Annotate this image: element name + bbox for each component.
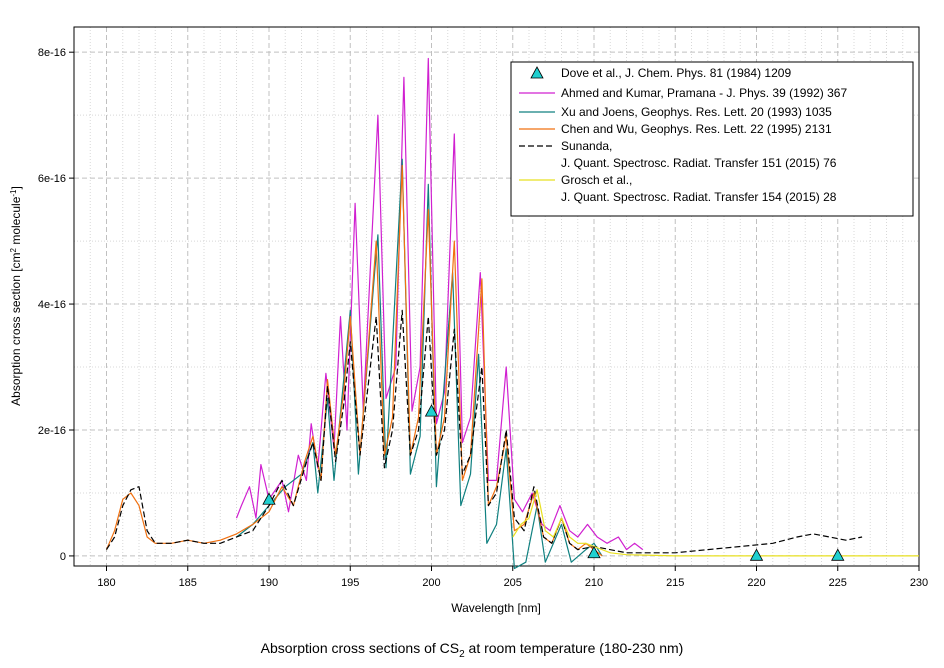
data-point-marker — [262, 492, 276, 505]
data-point-marker — [749, 548, 764, 561]
legend-label: Ahmed and Kumar, Pramana - J. Phys. 39 (… — [561, 86, 847, 100]
x-tick-label: 205 — [504, 577, 522, 589]
x-tick-label: 180 — [97, 577, 115, 589]
x-tick-label: 190 — [260, 577, 278, 589]
legend: Dove et al., J. Chem. Phys. 81 (1984) 12… — [510, 61, 914, 217]
legend-label: J. Quant. Spectrosc. Radiat. Transfer 15… — [561, 156, 837, 170]
y-tick-label: 0 — [60, 551, 66, 563]
figure-caption: Absorption cross sections of CS2 at room… — [260, 640, 684, 660]
x-tick-label: 230 — [910, 577, 928, 589]
y-tick-label: 6e-16 — [38, 173, 66, 185]
data-point-marker — [831, 548, 845, 561]
chart-svg: 180 185 190 195 200 205 210 215 220 225 230 0 2e-16 4… — [9, 26, 928, 615]
x-axis-label: Wavelength [nm] — [451, 601, 541, 615]
data-point-marker — [424, 404, 439, 417]
axis-ticks: 180 185 190 195 200 205 210 215 220 225 230 0 2e-16 4… — [38, 47, 928, 589]
x-tick-label: 225 — [829, 577, 847, 589]
y-tick-label: 8e-16 — [38, 47, 66, 59]
series-line — [105, 309, 863, 554]
series-line — [512, 489, 919, 557]
x-tick-label: 200 — [422, 577, 440, 589]
x-tick-label: 220 — [747, 577, 765, 589]
legend-label: J. Quant. Spectrosc. Radiat. Transfer 15… — [561, 190, 837, 204]
y-tick-label: 4e-16 — [38, 299, 66, 311]
x-tick-label: 185 — [179, 577, 197, 589]
y-tick-label: 2e-16 — [38, 425, 66, 437]
x-tick-label: 215 — [666, 577, 684, 589]
data-point-marker — [587, 545, 601, 559]
series-layer — [105, 57, 919, 570]
series-line — [236, 158, 603, 570]
x-tick-label: 195 — [341, 577, 359, 589]
legend-label: Chen and Wu, Geophys. Res. Lett. 22 (199… — [561, 122, 832, 136]
legend-label: Dove et al., J. Chem. Phys. 81 (1984) 12… — [561, 66, 791, 80]
legend-marker — [530, 66, 544, 79]
legend-box — [510, 61, 914, 217]
series-line — [235, 57, 644, 551]
x-tick-label: 210 — [585, 577, 603, 589]
y-axis-label: Absorption cross section [cm2 molecule-1… — [9, 186, 24, 406]
plot-frame — [73, 26, 920, 567]
legend-label: Grosch et al., — [561, 173, 632, 187]
legend-label: Xu and Joens, Geophys. Res. Lett. 20 (19… — [561, 105, 832, 119]
legend-label: Sunanda, — [561, 139, 612, 153]
